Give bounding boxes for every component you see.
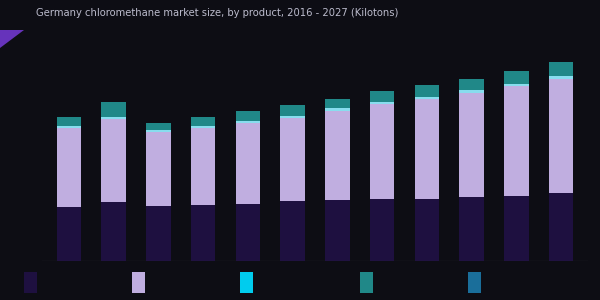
Bar <box>236 123 260 204</box>
Bar <box>460 90 484 93</box>
Bar <box>415 85 439 97</box>
Bar <box>280 116 305 118</box>
Bar <box>101 117 126 119</box>
Bar <box>460 197 484 261</box>
Bar <box>504 86 529 196</box>
Bar <box>504 196 529 261</box>
Bar <box>56 126 81 128</box>
Bar <box>370 199 394 261</box>
Bar <box>191 126 215 128</box>
Bar <box>325 200 350 261</box>
Bar <box>370 102 394 104</box>
Bar <box>146 206 170 261</box>
Bar <box>236 121 260 123</box>
Bar <box>280 118 305 201</box>
Bar <box>370 104 394 199</box>
Bar <box>280 105 305 116</box>
Bar <box>236 110 260 121</box>
Bar <box>101 119 126 202</box>
Bar <box>504 71 529 84</box>
Bar <box>549 62 574 76</box>
Bar <box>460 79 484 90</box>
Bar <box>460 93 484 197</box>
Bar <box>146 130 170 132</box>
Bar <box>504 84 529 86</box>
Bar <box>191 117 215 126</box>
Bar <box>370 92 394 102</box>
Bar <box>191 205 215 261</box>
Bar <box>549 79 574 194</box>
Bar <box>549 194 574 261</box>
Bar <box>146 123 170 130</box>
Bar <box>101 102 126 117</box>
Bar <box>549 76 574 79</box>
Bar <box>415 99 439 199</box>
Bar <box>236 204 260 261</box>
Bar <box>415 199 439 261</box>
Polygon shape <box>0 30 24 48</box>
Bar <box>56 128 81 208</box>
Bar <box>56 117 81 126</box>
Bar <box>280 201 305 261</box>
Bar <box>191 128 215 205</box>
Bar <box>415 97 439 99</box>
Bar <box>325 110 350 200</box>
Text: Germany chloromethane market size, by product, 2016 - 2027 (Kilotons): Germany chloromethane market size, by pr… <box>36 8 398 19</box>
Bar <box>56 208 81 261</box>
Bar <box>146 132 170 206</box>
Bar <box>101 202 126 261</box>
Bar <box>325 99 350 108</box>
Bar <box>325 108 350 110</box>
